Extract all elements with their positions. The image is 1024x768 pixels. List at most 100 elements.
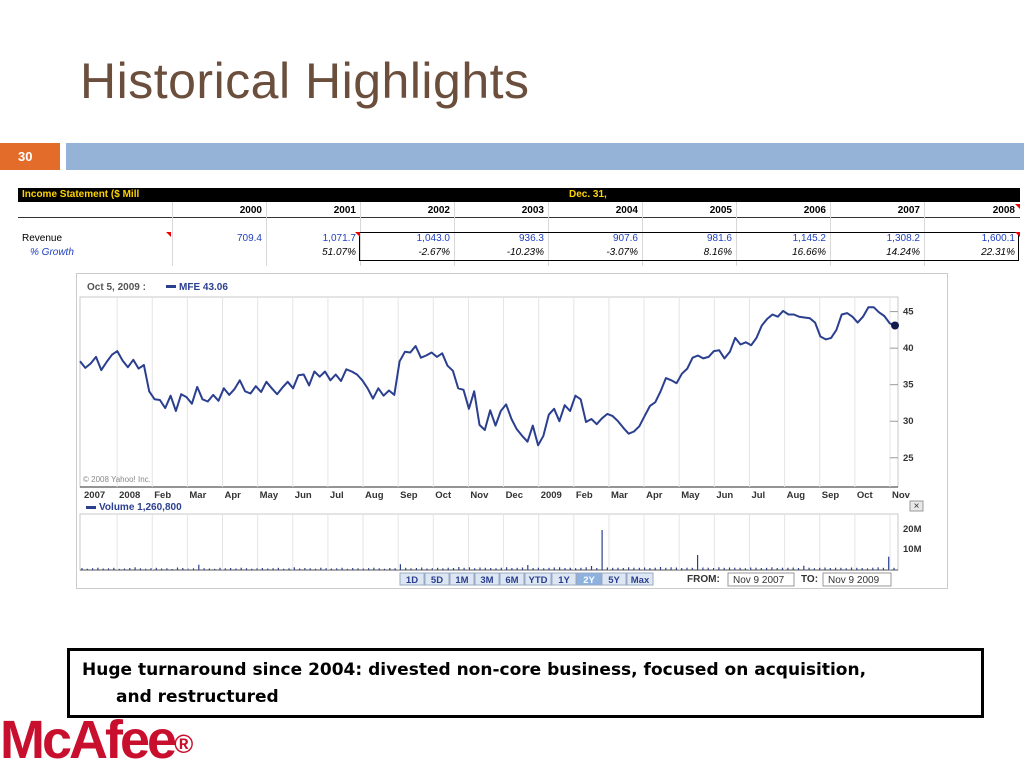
x-tick-label: Jul [330,490,344,501]
x-tick-label: 2008 [119,490,140,501]
callout-box: Huge turnaround since 2004: divested non… [67,648,984,718]
x-tick-label: Feb [576,490,593,501]
x-tick-label: Nov [892,490,911,501]
y-tick-label: 45 [903,307,914,318]
title-divider-bar [66,143,1024,170]
mcafee-logo: McAfee® [0,712,193,768]
revenue-cell: 981.6 [706,233,732,244]
x-tick-label: 2009 [541,490,562,501]
volume-plot-frame [79,513,899,571]
revenue-row: Revenue 709.4 1,071.7 1,043.0 936.3 907.… [18,232,1020,246]
revenue-cell: 1,145.2 [792,233,826,244]
registered-mark: ® [174,729,194,759]
range-button-label: 5Y [608,575,620,586]
current-price-marker [891,321,899,330]
to-label: TO: [801,574,818,585]
growth-row: % Growth 51.07% -2.67% -10.23% -3.07% 8.… [18,246,1020,260]
range-button-1y[interactable] [551,572,577,586]
comment-marker-icon [1015,204,1020,209]
from-label: FROM: [687,574,720,585]
growth-label: % Growth [30,247,74,258]
revenue-cell: 709.4 [236,233,262,244]
range-selector: 1D 5D 1M 3M 6M YTD 1Y 2Y 5Y Max [399,572,654,586]
series-legend-label: MFE 43.06 [179,282,228,293]
x-tick-label: Aug [787,490,806,501]
year-cell: 2005 [709,205,732,216]
x-tick-label: Dec [506,490,523,501]
x-tick-label: 2007 [84,490,105,501]
callout-line-1: Huge turnaround since 2004: divested non… [82,660,867,680]
revenue-cell: 907.6 [612,233,638,244]
logo-text: McAfee [0,710,177,768]
range-button-5y[interactable] [601,572,627,586]
table-period-label: Dec. 31, [569,189,607,200]
growth-cell: -10.23% [506,247,544,258]
range-button-label: YTD [529,575,548,586]
x-tick-label: Apr [646,490,663,501]
range-button-label: 3M [480,575,493,586]
volume-tick-label: 20M [903,524,922,535]
range-button-label: 6M [505,575,518,586]
x-tick-label: Sep [400,490,418,501]
volume-legend-swatch [86,506,96,509]
x-tick-label: May [681,490,700,501]
table-header-label: Income Statement ($ Mill [22,189,140,200]
comment-marker-icon [1015,232,1020,237]
x-tick-label: Nov [470,490,489,501]
year-cell: 2006 [803,205,826,216]
range-button-6m[interactable] [499,572,525,586]
stock-chart: 2007 2008 Feb Mar Apr May Jun Jul Aug Sep Oct Nov De… [76,273,948,589]
revenue-cell: 1,600.1 [981,233,1015,244]
range-button-2y[interactable] [576,572,602,586]
x-tick-label: Oct [435,490,452,501]
range-button-1d[interactable] [399,572,425,586]
comment-marker-icon [355,232,360,237]
range-button-5d[interactable] [424,572,450,586]
growth-cell: 8.16% [703,247,732,258]
x-tick-label: May [260,490,279,501]
year-cell: 2000 [239,205,262,216]
series-legend-swatch [166,285,176,288]
price-line [79,306,896,447]
growth-cell [173,246,265,260]
y-tick-label: 35 [903,380,914,391]
stock-chart-svg: 2007 2008 Feb Mar Apr May Jun Jul Aug Sep Oct Nov De… [79,282,924,587]
callout-line-2: and restructured [116,687,279,707]
y-tick-label: 30 [903,416,914,427]
growth-cell: -3.07% [606,247,638,258]
range-button-ytd[interactable] [524,572,552,586]
y-tick-label: 25 [903,453,914,464]
revenue-cell: 1,043.0 [416,233,450,244]
year-cell: 2008 [992,205,1015,216]
range-button-label: 2Y [583,575,595,586]
from-date-input[interactable] [727,572,795,587]
revenue-cell: 1,308.2 [886,233,920,244]
x-tick-label: Jul [751,490,765,501]
growth-cell: 22.31% [981,247,1015,258]
from-date-value: Nov 9 2007 [733,575,785,586]
year-cell: 2004 [615,205,638,216]
year-cell: 2003 [521,205,544,216]
range-button-1m[interactable] [449,572,475,586]
year-cell: 2002 [427,205,450,216]
range-button-max[interactable] [626,572,654,586]
growth-cell: 16.66% [792,247,826,258]
x-tick-label: Apr [225,490,242,501]
y-tick-label: 40 [903,343,914,354]
x-tick-label: Aug [365,490,384,501]
x-tick-label: Oct [857,490,874,501]
to-date-input[interactable] [822,572,892,587]
income-statement-table: Income Statement ($ Mill Dec. 31, 2000 2… [18,186,1024,266]
revenue-cell: 936.3 [518,233,544,244]
page-number: 30 [0,143,60,170]
x-tick-label: Mar [611,490,628,501]
close-chart-button[interactable] [909,500,924,512]
growth-cell: 51.07% [322,247,356,258]
slide-title: Historical Highlights [80,53,530,109]
range-button-3m[interactable] [474,572,500,586]
price-plot-frame [79,296,899,488]
x-tick-label: Mar [189,490,206,501]
to-date-value: Nov 9 2009 [828,575,880,586]
range-button-label: 1M [455,575,468,586]
revenue-cell: 1,071.7 [322,233,356,244]
